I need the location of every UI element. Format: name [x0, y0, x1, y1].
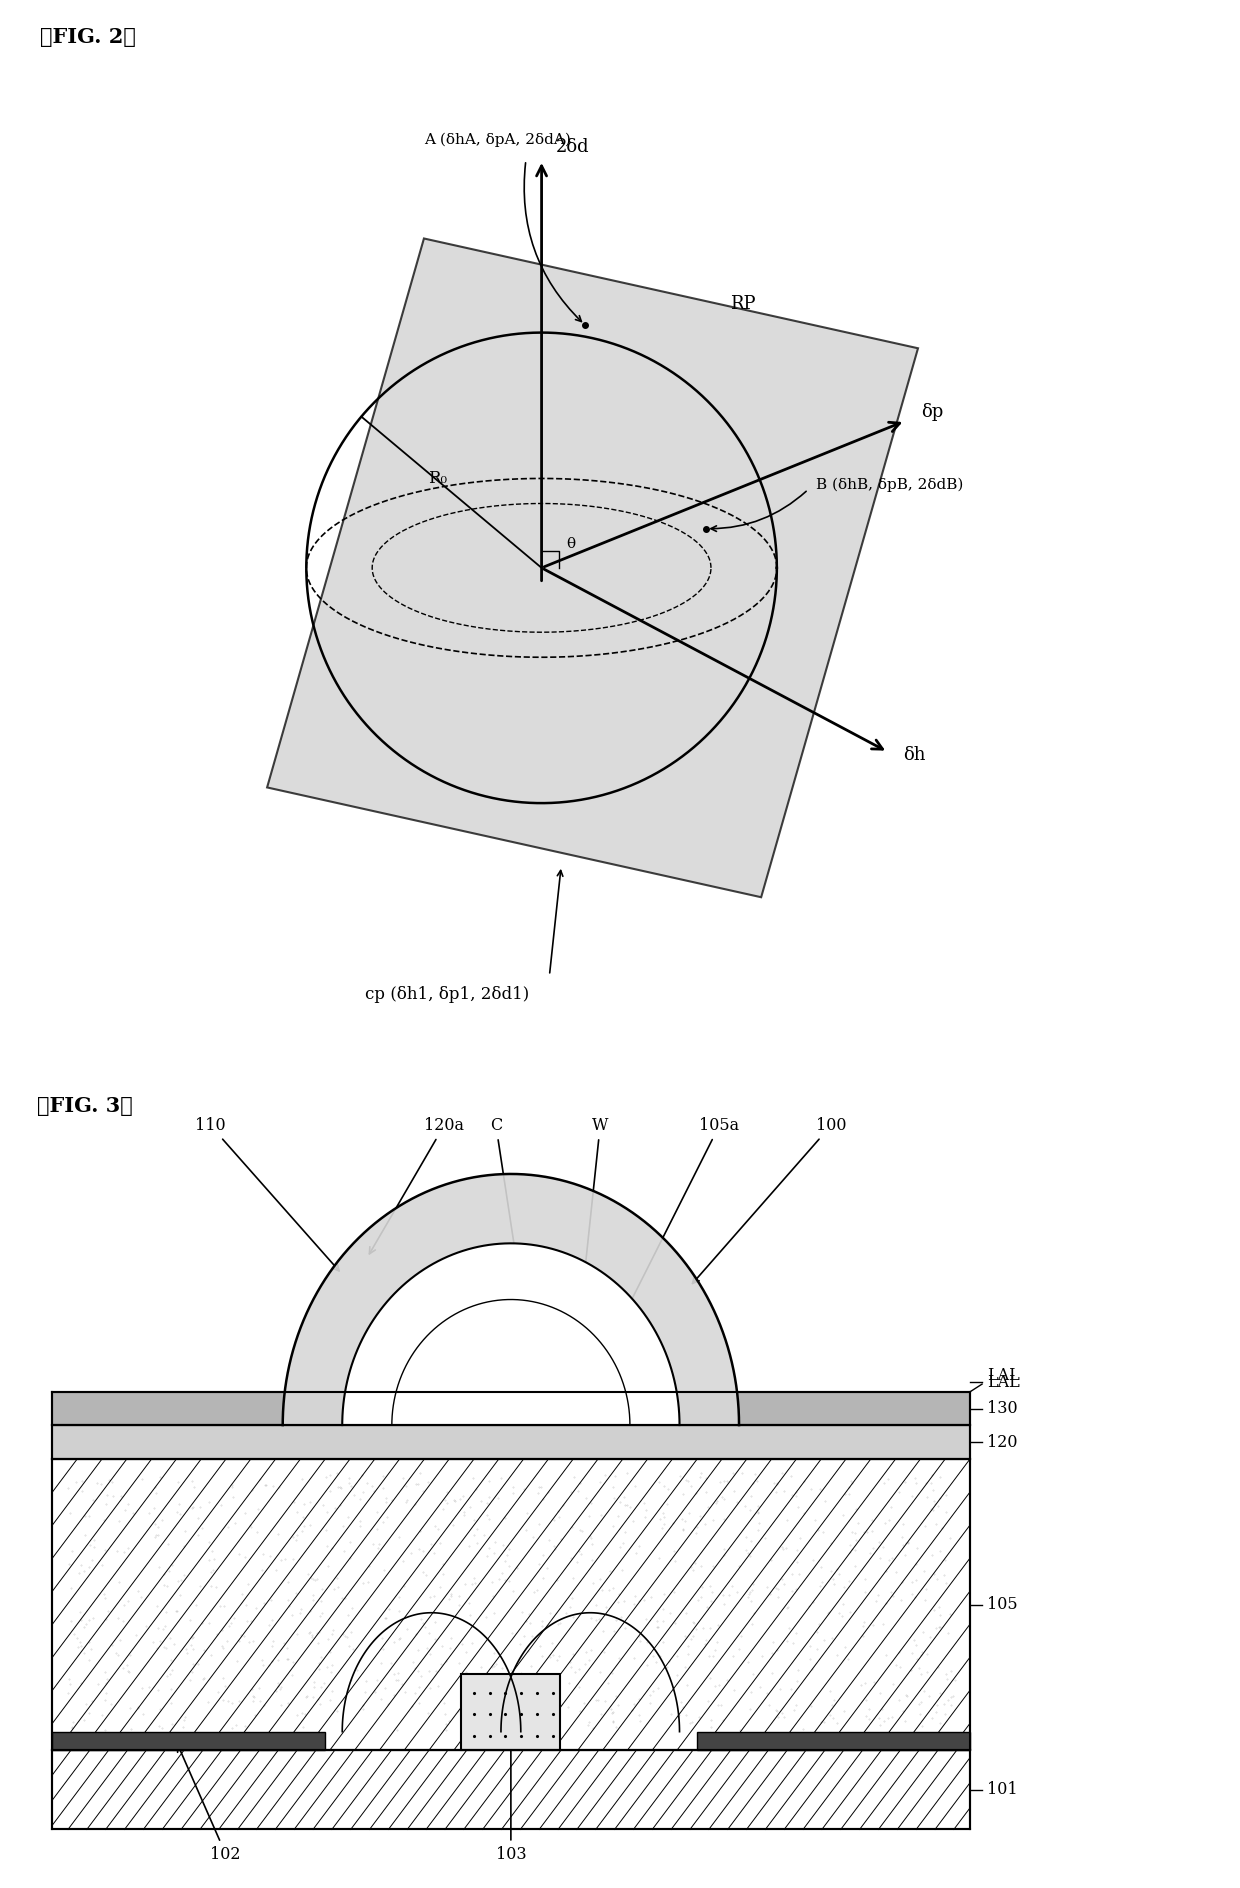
Text: 120a: 120a [370, 1118, 464, 1254]
Text: 103: 103 [496, 1716, 526, 1862]
Bar [52, 1425, 970, 1459]
Polygon shape [283, 1174, 739, 1425]
Bar [697, 1731, 970, 1750]
Text: 120: 120 [987, 1433, 1018, 1450]
Text: 2δd: 2δd [556, 138, 589, 157]
Text: 105a: 105a [604, 1118, 739, 1356]
Text: cp (δh1, δp1, 2δd1): cp (δh1, δp1, 2δd1) [366, 986, 529, 1003]
Text: 110: 110 [196, 1118, 340, 1271]
Text: LAL: LAL [987, 1367, 1019, 1384]
Text: R₀: R₀ [428, 470, 446, 487]
Text: C: C [490, 1118, 517, 1252]
Bar [52, 1459, 970, 1750]
Bar [52, 1391, 970, 1425]
Polygon shape [267, 238, 918, 897]
Text: RP: RP [730, 295, 755, 313]
Text: θ: θ [567, 538, 575, 551]
Bar [461, 1675, 560, 1750]
Text: 』FIG. 3】: 』FIG. 3】 [37, 1095, 133, 1116]
Text: A (δhA, δpA, 2δdA): A (δhA, δpA, 2δdA) [424, 132, 570, 147]
Text: δp: δp [921, 402, 944, 421]
Text: 102: 102 [177, 1745, 241, 1862]
Text: 』FIG. 2】: 』FIG. 2】 [40, 26, 135, 47]
Text: 101: 101 [987, 1780, 1018, 1799]
Bar [52, 1731, 325, 1750]
Polygon shape [342, 1244, 680, 1425]
Text: 130: 130 [987, 1401, 1018, 1418]
Text: 105: 105 [987, 1595, 1018, 1614]
Bar [52, 1750, 970, 1829]
Text: δh: δh [904, 746, 926, 765]
Text: W: W [575, 1118, 609, 1335]
Text: LAL: LAL [987, 1374, 1019, 1391]
Text: B (δhB, δpB, 2δdB): B (δhB, δpB, 2δdB) [816, 478, 963, 493]
Text: 100: 100 [692, 1118, 846, 1284]
